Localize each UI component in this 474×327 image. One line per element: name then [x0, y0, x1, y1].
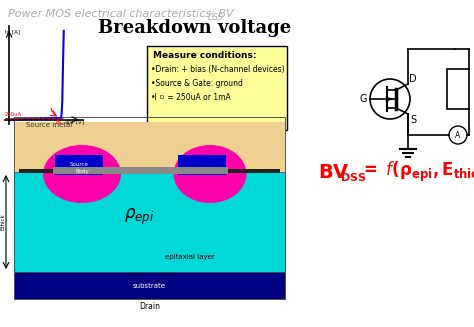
Text: substrate: substrate [133, 283, 166, 288]
Bar [14, 272, 285, 299]
Text: G: G [359, 94, 367, 104]
Text: $\mathbf{BV}$: $\mathbf{BV}$ [318, 163, 350, 181]
Bar [53, 167, 105, 174]
Text: V: V [453, 82, 463, 95]
Text: D: D [409, 74, 417, 84]
Text: DSS: DSS [208, 13, 223, 22]
Text: Measure conditions:: Measure conditions: [153, 51, 256, 60]
Text: •I: •I [151, 93, 158, 102]
Ellipse shape [173, 145, 246, 203]
Text: BV: BV [55, 120, 62, 125]
Text: $\mathbf{=\ \mathit{f}(\rho_{epi},E_{thick})}$: $\mathbf{=\ \mathit{f}(\rho_{epi},E_{thi… [360, 160, 474, 184]
Bar [178, 155, 226, 175]
Bar [19, 169, 280, 173]
Text: A: A [456, 130, 461, 140]
Text: +: + [444, 73, 454, 83]
Text: Id [A]: Id [A] [6, 29, 20, 34]
Text: $\mathbf{DSS}$: $\mathbf{DSS}$ [340, 171, 366, 183]
Text: 250uA: 250uA [5, 112, 22, 117]
Text: Breakdown voltage: Breakdown voltage [99, 19, 292, 37]
Text: Drain: Drain [139, 302, 160, 311]
Text: Power MOS electrical characteristics: BV: Power MOS electrical characteristics: BV [8, 9, 234, 19]
Text: Source metal: Source metal [26, 122, 72, 128]
Text: Ethick: Ethick [0, 214, 6, 231]
Bar [176, 167, 228, 174]
Text: Body: Body [75, 169, 89, 175]
Text: = 250uA or 1mA: = 250uA or 1mA [165, 93, 231, 102]
Bar [55, 155, 103, 175]
Text: D: D [160, 95, 164, 100]
FancyBboxPatch shape [147, 46, 287, 130]
Text: V$_{DS}$ [V]: V$_{DS}$ [V] [64, 118, 84, 127]
Bar [447, 69, 469, 109]
Text: S: S [410, 115, 416, 125]
Text: •Drain: + bias (N-channel devices): •Drain: + bias (N-channel devices) [151, 65, 284, 74]
Bar [14, 117, 285, 299]
Bar [14, 172, 285, 272]
Bar [14, 122, 285, 172]
Text: Source: Source [70, 163, 89, 167]
Text: epitaxial layer: epitaxial layer [164, 254, 214, 260]
Text: $\rho_{epi}$: $\rho_{epi}$ [124, 207, 155, 227]
Text: •Source & Gate: ground: •Source & Gate: ground [151, 79, 243, 88]
Ellipse shape [43, 145, 121, 203]
Bar [105, 167, 176, 174]
Polygon shape [14, 154, 285, 172]
